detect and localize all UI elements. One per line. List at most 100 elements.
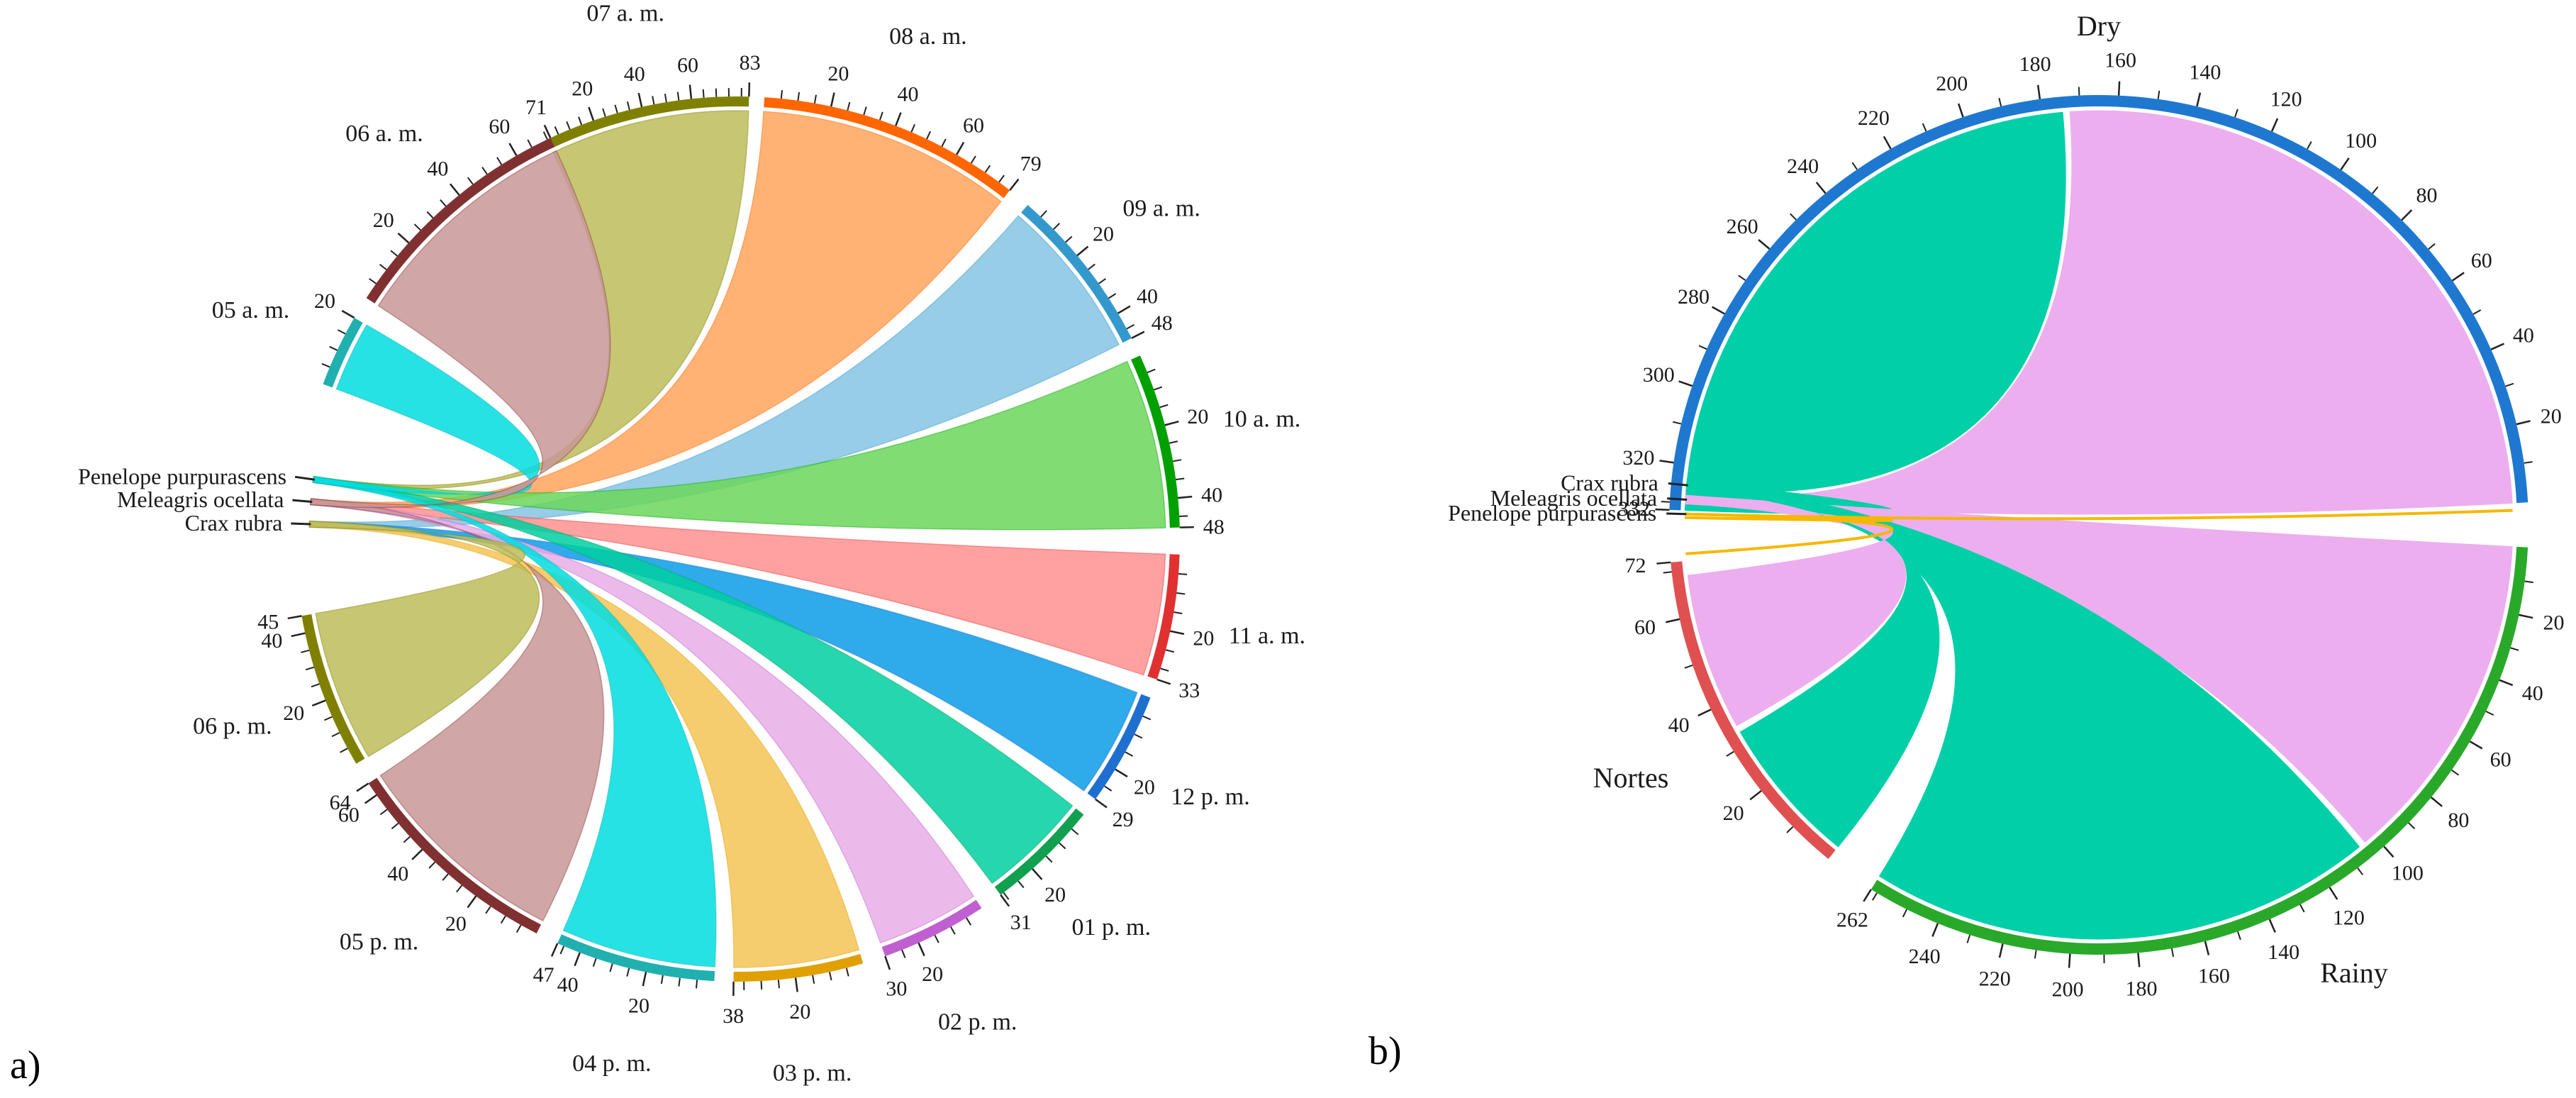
tick-label: 33	[1178, 679, 1200, 702]
arc-07-a-m	[547, 96, 749, 149]
tick-major	[794, 977, 798, 992]
tick-minor	[1017, 880, 1025, 889]
chord-chart-b: 20 40 60 80 100 120 140 160 180 200 220 240 260 280 30…	[1448, 10, 2564, 1002]
tick-minor	[702, 89, 705, 98]
species-tick	[1667, 497, 1688, 501]
tick-minor	[1176, 477, 1185, 481]
sector-label-05-a-m: 05 a. m.	[212, 297, 290, 323]
tick-major	[2204, 941, 2210, 955]
tick-minor	[542, 131, 548, 140]
tick-major	[2383, 845, 2394, 858]
tick-major	[1170, 630, 1185, 636]
tick-label: 60	[2471, 249, 2492, 272]
season-label-rainy: Rainy	[2320, 957, 2388, 989]
tick-minor	[324, 716, 333, 721]
sector-label-04-p-m: 04 p. m.	[572, 1050, 651, 1077]
tick-minor	[592, 958, 597, 967]
tick-major	[1655, 508, 1670, 511]
ribbon-06-p-m	[308, 520, 540, 758]
species-tick	[292, 499, 313, 504]
tick-minor	[1088, 263, 1095, 270]
tick-major	[2340, 157, 2350, 171]
tick-label: 71	[525, 96, 547, 119]
tick-label: 20	[628, 994, 649, 1017]
tick-major	[588, 106, 595, 121]
tick-minor	[391, 822, 399, 830]
tick-label: 40	[2522, 682, 2543, 705]
tick-label: 48	[1152, 311, 1173, 335]
arc-06-a-m	[366, 138, 555, 304]
tick-minor	[2237, 931, 2241, 941]
tick-minor	[1684, 664, 1693, 669]
arc-02-p-m	[881, 899, 982, 957]
tick-minor	[2510, 647, 2519, 651]
tick-minor	[369, 278, 377, 284]
tick-label: 320	[1622, 446, 1654, 470]
tick-label: 83	[740, 51, 761, 74]
panel-a-label: a)	[10, 1043, 41, 1087]
tick-minor	[2524, 580, 2533, 584]
species-label-penelope-purpurascens: Penelope purpurascens	[1448, 500, 1656, 526]
tick-label: 160	[2198, 965, 2230, 988]
tick-minor	[863, 106, 867, 116]
ribbon-02-p-m	[310, 498, 975, 944]
tick-label: 20	[314, 289, 335, 313]
tick-minor	[1040, 210, 1047, 218]
tick-major	[397, 233, 410, 244]
chord-chart-a: 20 40 60 83 07 a. m. 20 40 60 79 08 a. m. 20 40 48 09…	[78, 1, 1305, 1087]
tick-label: 40	[2513, 323, 2534, 347]
tick-label: 180	[2019, 52, 2051, 76]
tick-minor	[440, 199, 447, 207]
tick-minor	[554, 126, 559, 135]
tick-major	[2137, 953, 2141, 967]
species-tick	[291, 522, 311, 526]
tick-label: 40	[387, 863, 408, 886]
tick-minor	[664, 94, 667, 103]
tick-major	[543, 124, 552, 138]
tick-minor	[626, 101, 630, 111]
tick-major	[574, 952, 581, 967]
tick-minor	[2408, 822, 2416, 830]
tick-label: 60	[2490, 748, 2511, 771]
tick-minor	[1059, 842, 1066, 850]
species-tick	[1668, 482, 1688, 487]
tick-major	[2430, 797, 2443, 807]
tick-label: 200	[2052, 978, 2084, 1002]
tick-label: 40	[1668, 714, 1690, 737]
tick-major	[1815, 182, 1827, 194]
tick-minor	[305, 666, 315, 671]
tick-label: 120	[2270, 88, 2302, 111]
tick-minor	[515, 924, 522, 933]
tick-minor	[2428, 243, 2436, 250]
tick-major	[1000, 894, 1010, 907]
tick-minor	[2157, 90, 2160, 99]
tick-minor	[910, 123, 915, 133]
tick-major	[341, 309, 355, 319]
tick-label: 20	[1044, 883, 1066, 906]
tick-major	[311, 699, 326, 707]
tick-minor	[950, 926, 956, 935]
tick-major	[1758, 239, 1771, 250]
tick-minor	[1045, 855, 1053, 863]
tick-major	[1156, 678, 1171, 685]
tick-major	[1656, 561, 1671, 565]
arc-01-p-m	[994, 808, 1084, 895]
tick-minor	[321, 362, 330, 368]
tick-minor	[1698, 345, 1707, 350]
tick-minor	[1922, 123, 1927, 132]
ribbon-crax-rubra-nortes	[1685, 480, 1940, 848]
sector-label-07-a-m: 07 a. m.	[586, 1, 664, 27]
tick-minor	[481, 167, 488, 175]
tick-minor	[442, 873, 449, 881]
tick-major	[1178, 495, 1193, 499]
tick-minor	[829, 972, 832, 981]
tick-label: 40	[261, 629, 282, 653]
tick-major	[2401, 209, 2413, 221]
tick-label: 20	[1193, 627, 1214, 650]
arc-08-a-m	[764, 97, 1010, 199]
tick-minor	[934, 934, 939, 943]
tick-label: 262	[1836, 908, 1868, 931]
tick-label: 240	[1909, 945, 1941, 968]
tick-minor	[2299, 904, 2305, 913]
tick-major	[2068, 953, 2071, 968]
